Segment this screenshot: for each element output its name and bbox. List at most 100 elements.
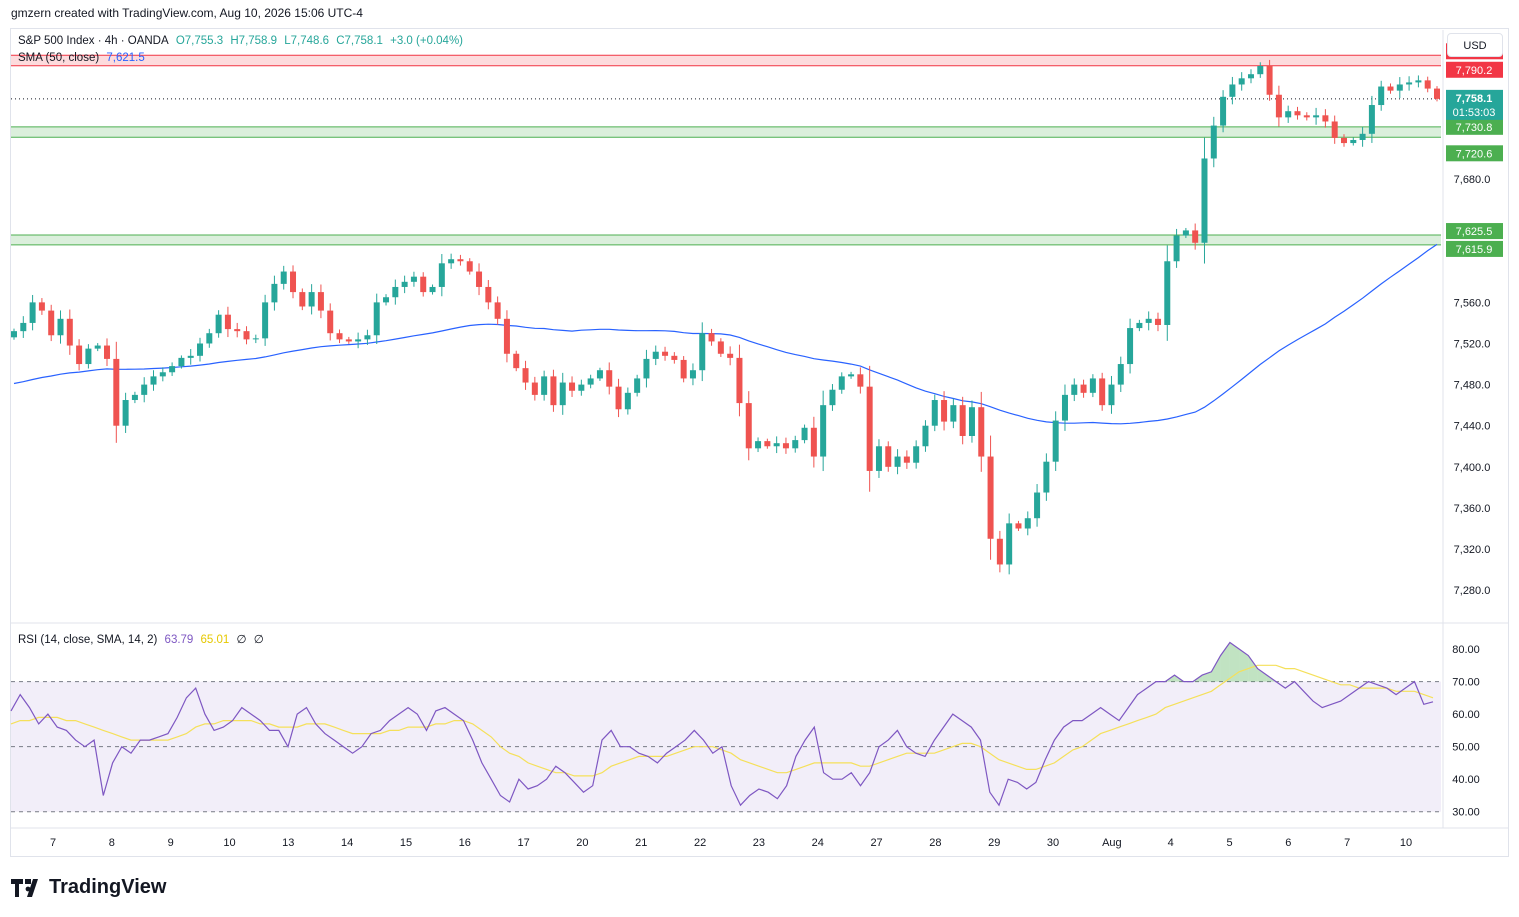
symbol-name[interactable]: S&P 500 Index · 4h · OANDA xyxy=(18,35,169,47)
rsi-legend[interactable]: RSI (14, close, SMA, 14, 2) 63.79 65.01 … xyxy=(18,632,268,646)
candle xyxy=(243,326,250,345)
sma-legend[interactable]: SMA (50, close) 7,621.5 xyxy=(18,52,149,64)
time-tick-label: 29 xyxy=(988,837,1000,849)
candle-body xyxy=(848,374,855,377)
candle-body xyxy=(978,407,985,457)
candle-body xyxy=(1294,111,1301,116)
countdown-tag: 01:53:03 xyxy=(1453,107,1496,119)
time-tick-label: 24 xyxy=(812,837,824,849)
currency-button[interactable]: USD xyxy=(1447,33,1503,57)
candle xyxy=(550,369,557,412)
zone-support-1 xyxy=(11,126,1441,138)
candle-body xyxy=(383,297,390,303)
candle-body xyxy=(11,331,17,338)
candle-body xyxy=(85,348,92,365)
candle xyxy=(1145,311,1152,331)
candle-body xyxy=(1117,364,1124,385)
candle xyxy=(383,294,390,306)
candle xyxy=(1071,378,1078,402)
candle-body xyxy=(420,276,427,293)
tradingview-logo[interactable]: TradingView xyxy=(11,876,166,899)
candle-body xyxy=(1015,523,1022,529)
candle-body xyxy=(838,376,845,390)
candle-body xyxy=(941,400,948,422)
rsi-overbought-fill xyxy=(1211,655,1221,682)
candle-body xyxy=(680,359,687,379)
candle-body xyxy=(1136,322,1143,329)
candle-body xyxy=(457,259,464,262)
candle-body xyxy=(587,378,594,385)
candle-body xyxy=(1034,492,1041,519)
candle xyxy=(234,322,241,338)
candle-body xyxy=(1164,261,1171,325)
rsi-line xyxy=(10,641,1434,807)
zone1-bottom-tag-bg xyxy=(1446,145,1503,162)
candle xyxy=(1136,319,1143,332)
candle xyxy=(420,272,427,297)
candle-body xyxy=(959,405,966,436)
tradingview-logo-text: TradingView xyxy=(49,876,167,898)
candle xyxy=(466,258,473,275)
candle-body xyxy=(531,382,538,395)
candle xyxy=(522,360,529,390)
candle-body xyxy=(717,341,724,354)
candle-body xyxy=(987,456,994,539)
candle-body xyxy=(1434,88,1440,99)
candle-body xyxy=(104,345,111,359)
candle-body xyxy=(1080,384,1087,393)
candle xyxy=(336,329,343,344)
candle xyxy=(987,435,994,560)
time-tick-label: 7 xyxy=(50,837,56,849)
candle-body xyxy=(187,355,194,358)
candle xyxy=(1331,115,1338,144)
candle xyxy=(1182,227,1189,239)
candle xyxy=(829,384,836,411)
candle xyxy=(38,298,45,315)
candle-body xyxy=(1210,125,1217,159)
candle xyxy=(1275,85,1282,127)
time-tick-label: 8 xyxy=(109,837,115,849)
candle xyxy=(913,440,920,469)
candle-body xyxy=(708,333,715,342)
candle-body xyxy=(1275,94,1282,118)
candle-body xyxy=(29,302,36,323)
candle-body xyxy=(448,259,455,264)
candle-body xyxy=(1303,115,1310,118)
candle-body xyxy=(1043,461,1050,493)
candle xyxy=(141,377,148,403)
candle-body xyxy=(606,370,613,387)
candle xyxy=(745,391,752,461)
candle-body xyxy=(485,286,492,303)
candle xyxy=(782,437,789,454)
candle xyxy=(1257,62,1264,78)
candle-body xyxy=(1331,121,1338,138)
rsi-overbought-fill xyxy=(1248,655,1258,682)
candle xyxy=(541,370,548,401)
candle xyxy=(931,394,938,432)
last-price-tag: 7,758.1 xyxy=(1456,93,1493,105)
candle xyxy=(20,316,27,338)
candle xyxy=(1266,59,1273,101)
time-tick-label: 6 xyxy=(1285,837,1291,849)
candle xyxy=(327,303,334,341)
candle-body xyxy=(503,318,510,354)
rsi-tick-label: 60.00 xyxy=(1452,709,1480,721)
candle xyxy=(345,336,352,344)
candle xyxy=(187,349,194,365)
time-tick-label: 22 xyxy=(694,837,706,849)
zone2-bottom-tag-bg xyxy=(1446,240,1503,257)
zone1-bottom-tag: 7,720.6 xyxy=(1456,148,1493,160)
candle xyxy=(1024,511,1031,536)
candle-body xyxy=(336,333,343,340)
candle-body xyxy=(355,339,362,342)
sma-line xyxy=(13,243,1438,425)
candle xyxy=(438,254,445,297)
candle xyxy=(1303,112,1310,121)
candle xyxy=(922,420,929,452)
candle-body xyxy=(429,286,436,293)
candle xyxy=(113,341,120,443)
candle-body xyxy=(903,456,910,463)
candle xyxy=(150,370,157,391)
price-tick-label: 7,280.0 xyxy=(1454,585,1491,597)
